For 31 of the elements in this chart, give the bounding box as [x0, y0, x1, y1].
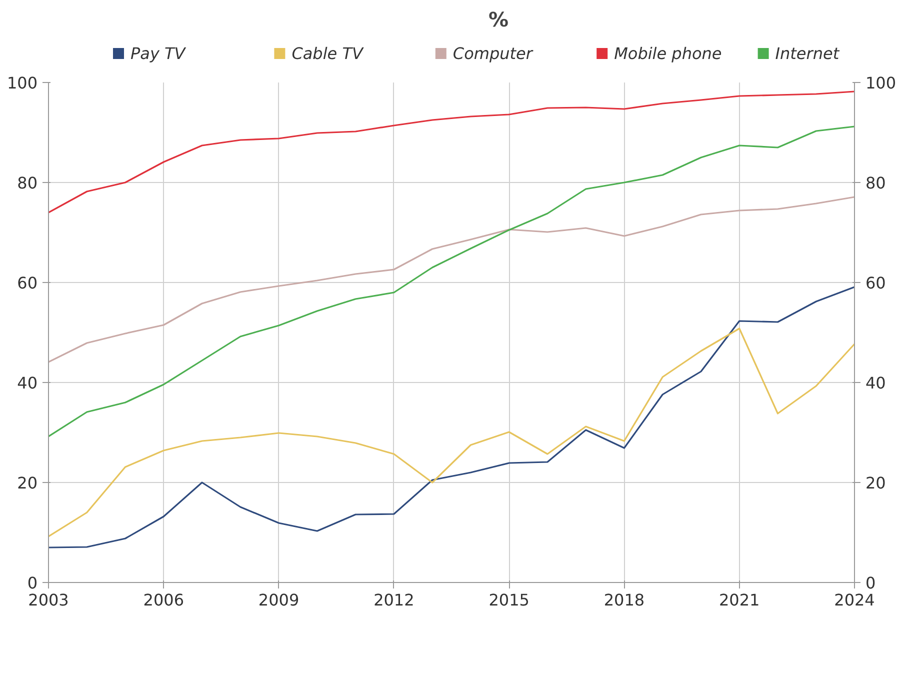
y-tick-label: 60: [17, 274, 38, 292]
y-tick-label: 100: [6, 74, 38, 92]
line-series: [48, 90, 854, 214]
y-tick-label: 0: [27, 574, 38, 592]
x-tick-label: 2003: [28, 590, 69, 610]
y2-tick-label: 80: [866, 174, 886, 192]
chart-title: %: [488, 8, 509, 32]
legend-label: Internet: [775, 44, 840, 63]
legend-label: Mobile phone: [614, 44, 722, 63]
line-series: [48, 196, 854, 363]
x-tick-label: 2009: [258, 590, 300, 610]
legend-label: Cable TV: [292, 44, 364, 63]
x-tick-label: 2012: [374, 590, 414, 610]
x-tick-label: 2015: [488, 590, 530, 610]
x-tick-label: 2018: [604, 590, 645, 610]
legend-label: Pay TV: [130, 44, 186, 63]
y-tick-label: 40: [17, 374, 38, 392]
y2-tick-label: 40: [866, 374, 886, 392]
line-series: [48, 126, 854, 438]
x-tick-label: 2024: [834, 590, 875, 610]
y2-tick-label: 100: [866, 74, 896, 92]
y2-tick-label: 20: [866, 474, 886, 492]
line-series: [48, 286, 854, 548]
x-tick-label: 2021: [719, 590, 760, 610]
legend-label: Computer: [452, 44, 534, 63]
y-tick-label: 20: [17, 474, 38, 492]
y-tick-label: 80: [17, 174, 38, 192]
line-series: [48, 328, 854, 538]
y2-tick-label: 60: [866, 274, 886, 292]
x-tick-label: 2006: [143, 590, 184, 610]
y2-tick-label: 0: [866, 574, 876, 592]
